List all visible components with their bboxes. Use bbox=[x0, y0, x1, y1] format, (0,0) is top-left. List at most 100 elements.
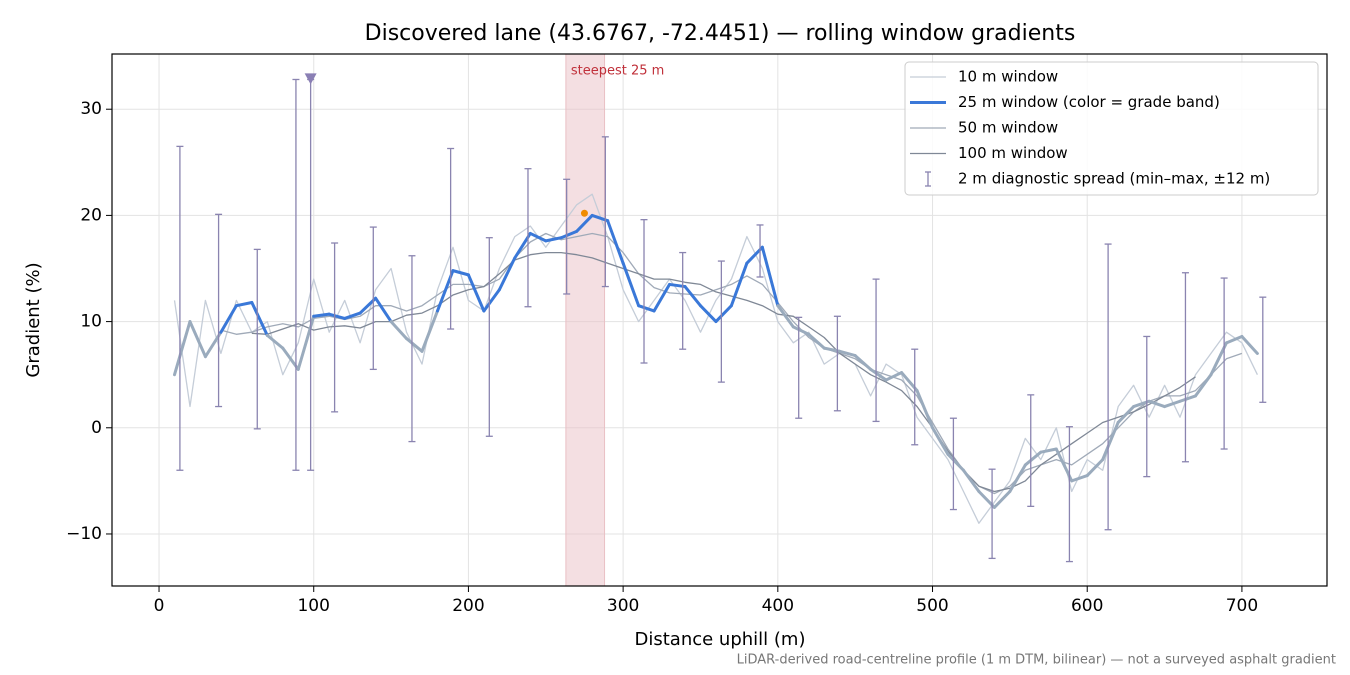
spread-bar bbox=[679, 251, 687, 350]
spread-bar bbox=[872, 278, 880, 423]
y-tick-label: 30 bbox=[80, 99, 102, 119]
line-segment bbox=[327, 312, 347, 320]
line-segment bbox=[1224, 334, 1244, 345]
line-segment bbox=[389, 320, 409, 341]
y-tick-label: 10 bbox=[80, 312, 102, 332]
footnote: LiDAR-derived road-centreline profile (1… bbox=[737, 653, 1336, 668]
line-segment bbox=[1070, 474, 1089, 483]
line-segment bbox=[915, 389, 935, 430]
legend-label: 2 m diagnostic spread (min–max, ±12 m) bbox=[958, 170, 1270, 188]
highlight-label: steepest 25 m bbox=[571, 64, 664, 79]
line-segment bbox=[807, 332, 826, 350]
line-segment bbox=[1039, 447, 1058, 454]
line-segment bbox=[1163, 399, 1182, 409]
spread-bar bbox=[215, 213, 223, 408]
spread-bar bbox=[292, 78, 300, 471]
spread-bar bbox=[447, 147, 455, 330]
line-segment bbox=[853, 354, 873, 371]
y-axis-label: Gradient (%) bbox=[23, 262, 44, 377]
line-segment bbox=[1147, 399, 1167, 409]
line-segment bbox=[559, 229, 579, 240]
spread-bar bbox=[601, 136, 609, 288]
line-segment bbox=[776, 304, 795, 329]
x-tick-label: 400 bbox=[762, 596, 794, 616]
spread-bar bbox=[1220, 277, 1228, 450]
line-segment bbox=[869, 367, 888, 382]
spread-bar bbox=[833, 315, 841, 412]
spread-bar bbox=[176, 145, 184, 471]
plot-frame bbox=[111, 53, 1328, 587]
line-segment bbox=[544, 236, 563, 243]
legend-label: 100 m window bbox=[958, 144, 1068, 162]
line-segment bbox=[606, 219, 625, 265]
y-tick-label: −10 bbox=[66, 524, 102, 544]
line-segment bbox=[992, 489, 1012, 509]
line-segment bbox=[652, 282, 672, 313]
spread-bar bbox=[1259, 296, 1267, 403]
line-segment bbox=[1194, 373, 1213, 398]
line-segment bbox=[466, 273, 486, 313]
legend-label: 25 m window (color = grade band) bbox=[958, 93, 1220, 111]
line-segment bbox=[637, 304, 656, 313]
spread-bar bbox=[307, 78, 315, 471]
x-tick-label: 0 bbox=[154, 596, 165, 616]
line-segment bbox=[698, 304, 718, 324]
line-segment bbox=[1116, 405, 1136, 424]
line-segment bbox=[172, 320, 192, 377]
x-tick-label: 100 bbox=[297, 596, 329, 616]
line-segment bbox=[575, 213, 594, 233]
spread-bar bbox=[1143, 335, 1151, 478]
y-tick-label: 20 bbox=[80, 205, 102, 225]
line-segment bbox=[884, 371, 904, 382]
highlight-span bbox=[565, 53, 606, 587]
line-segment bbox=[838, 349, 857, 358]
line-segment bbox=[250, 300, 269, 337]
line-segment bbox=[374, 296, 393, 324]
line-segment bbox=[946, 452, 965, 472]
spread-bar bbox=[369, 226, 377, 371]
spread-bar bbox=[640, 219, 648, 364]
spread-bar bbox=[949, 417, 957, 511]
legend-label: 10 m window bbox=[958, 68, 1058, 86]
line-segment bbox=[497, 256, 517, 292]
line-segment bbox=[528, 231, 548, 243]
line-segment bbox=[482, 288, 501, 313]
steepest-peak bbox=[580, 209, 588, 217]
spread-bar bbox=[911, 348, 919, 446]
line-segment bbox=[188, 320, 207, 359]
line-segment bbox=[1178, 394, 1198, 403]
line-segment bbox=[621, 261, 641, 308]
spread-bar bbox=[988, 468, 996, 560]
line-segment bbox=[219, 304, 238, 334]
line-segment bbox=[791, 325, 811, 336]
line-segment bbox=[234, 300, 254, 308]
spread-bar bbox=[563, 178, 571, 295]
spread-bar bbox=[331, 242, 339, 413]
line-segment bbox=[343, 311, 362, 320]
line-segment bbox=[1008, 463, 1027, 493]
spread-bar bbox=[756, 224, 764, 278]
x-axis-label: Distance uphill (m) bbox=[635, 629, 806, 650]
x-tick-label: 500 bbox=[916, 596, 948, 616]
line-segment bbox=[714, 304, 733, 324]
spread-bar bbox=[524, 168, 532, 308]
line-segment bbox=[420, 309, 439, 353]
series-line bbox=[220, 232, 1243, 495]
line-segment bbox=[961, 468, 981, 493]
line-segment bbox=[1023, 450, 1043, 467]
spread-bar bbox=[1027, 394, 1035, 508]
line-segment bbox=[1240, 334, 1259, 355]
max-marker bbox=[304, 73, 317, 85]
line-segment bbox=[451, 269, 470, 277]
line-segment bbox=[265, 333, 285, 350]
chart-title: Discovered lane (43.6767, -72.4451) — ro… bbox=[365, 21, 1076, 46]
line-segment bbox=[312, 312, 331, 318]
line-segment bbox=[683, 285, 702, 308]
y-tick-label: 0 bbox=[91, 418, 102, 438]
spread-bar bbox=[1065, 426, 1073, 563]
line-segment bbox=[1085, 458, 1105, 478]
spread-bar bbox=[485, 237, 493, 437]
line-segment bbox=[1101, 420, 1120, 462]
spread-bar bbox=[253, 248, 261, 430]
